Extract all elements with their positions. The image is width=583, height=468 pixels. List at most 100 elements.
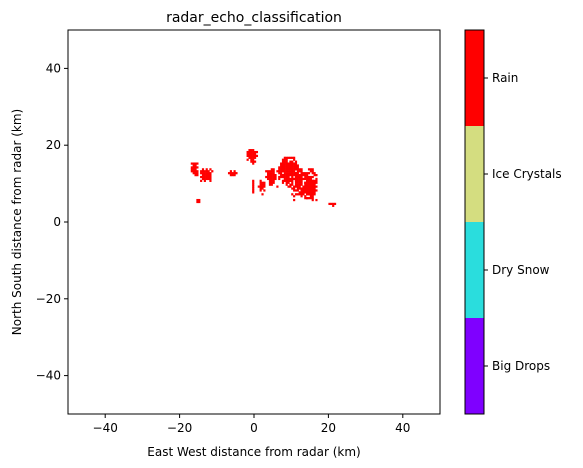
y-axis: −40 −20 0 20 40: [36, 61, 68, 383]
echo-pixel: [311, 185, 314, 188]
x-axis: −40 −20 0 20 40: [93, 414, 410, 435]
echo-pixel: [333, 202, 337, 206]
echo-pixel: [306, 181, 309, 184]
echo-pixel: [203, 179, 206, 182]
echo-pixel: [304, 187, 307, 190]
echo-pixel: [233, 172, 236, 175]
echo-pixel: [233, 170, 236, 173]
echo-pixel: [192, 166, 195, 169]
echo-pixel: [291, 170, 294, 173]
echo-pixel: [281, 162, 285, 165]
echo-pixel: [289, 174, 292, 177]
echo-pixel: [280, 175, 283, 179]
echo-pixel: [200, 172, 203, 175]
echo-pixel: [259, 181, 262, 184]
echo-pixel: [278, 166, 281, 169]
echo-pixel: [309, 179, 312, 182]
echo-pixel: [276, 185, 279, 188]
echo-pixel: [293, 156, 296, 159]
x-tick-label: −20: [167, 421, 192, 435]
echo-pixel: [281, 174, 285, 177]
echo-pixel: [268, 183, 272, 186]
echo-pixel: [294, 172, 298, 175]
echo-pixel: [272, 172, 275, 175]
echo-pixel: [296, 193, 299, 196]
colorbar: Big Drops Dry Snow Ice Crystals Rain: [464, 29, 562, 415]
echo-pixel: [289, 172, 292, 175]
echo-pixel: [302, 189, 305, 192]
echo-pixel: [196, 174, 199, 177]
echo-pixel: [306, 172, 309, 175]
echo-pixel: [283, 158, 286, 161]
echo-pixel: [298, 183, 301, 186]
echo-pixel: [302, 185, 305, 188]
echo-pixel: [252, 189, 255, 192]
echo-pixel: [192, 164, 195, 167]
echo-pixel: [304, 197, 307, 200]
echo-pixel: [209, 179, 212, 182]
plot-area: [67, 29, 441, 415]
echo-pixel: [291, 181, 294, 184]
echo-pixel: [289, 183, 292, 186]
y-tick-label: 20: [46, 138, 61, 152]
echo-pixel: [302, 187, 305, 190]
echo-pixel: [205, 175, 208, 179]
echo-pixel: [252, 156, 255, 159]
echo-pixel: [293, 174, 296, 177]
echo-pixel: [293, 168, 296, 171]
echo-pixel: [300, 191, 303, 194]
echo-pixel: [246, 158, 249, 161]
echo-region: [265, 168, 277, 186]
echo-pixel: [300, 175, 303, 179]
echo-pixel: [280, 174, 283, 177]
echo-pixel: [203, 170, 206, 173]
echo-pixel: [287, 166, 290, 169]
echo-pixel: [287, 172, 290, 175]
echo-pixel: [285, 177, 288, 181]
echo-pixel: [311, 197, 314, 200]
echo-pixel: [203, 172, 206, 175]
echo-pixel: [263, 189, 266, 192]
echo-pixel: [287, 164, 290, 167]
echo-pixel: [190, 166, 193, 169]
echo-pixel: [267, 174, 270, 177]
echo-pixel: [307, 191, 311, 194]
echo-pixel: [296, 189, 299, 192]
echo-pixel: [294, 160, 298, 163]
echo-pixel: [231, 174, 234, 177]
echo-pixel: [283, 179, 286, 182]
echo-pixel: [287, 175, 290, 179]
echo-pixel: [268, 181, 272, 184]
echo-pixel: [285, 164, 288, 167]
echo-pixel: [278, 177, 281, 181]
echo-pixel: [332, 202, 335, 206]
echo-pixel: [209, 175, 212, 179]
echo-pixel: [268, 170, 272, 173]
echo-pixel: [263, 181, 266, 184]
echo-pixel: [296, 177, 299, 181]
echo-pixel: [306, 185, 309, 188]
echo-pixel: [291, 174, 294, 177]
echo-pixel: [255, 150, 259, 154]
colorbar-tick-label: Dry Snow: [492, 263, 550, 277]
echo-pixel: [285, 156, 288, 159]
echo-pixel: [207, 174, 210, 177]
echo-pixel: [304, 181, 307, 184]
echo-region: [190, 162, 199, 177]
echo-region: [304, 179, 316, 200]
echo-pixel: [300, 174, 303, 177]
echo-pixel: [291, 175, 294, 179]
echo-pixel: [280, 162, 283, 165]
echo-pixel: [294, 183, 298, 186]
echo-pixel: [291, 168, 294, 171]
echo-pixel: [281, 160, 285, 163]
echo-pixel: [201, 170, 205, 173]
echo-pixel: [280, 166, 283, 169]
echo-pixel: [311, 181, 314, 184]
echo-pixel: [313, 191, 316, 194]
echo-pixel: [311, 170, 314, 173]
echo-pixel: [283, 162, 286, 165]
echo-pixel: [304, 189, 307, 192]
echo-pixel: [250, 149, 253, 152]
